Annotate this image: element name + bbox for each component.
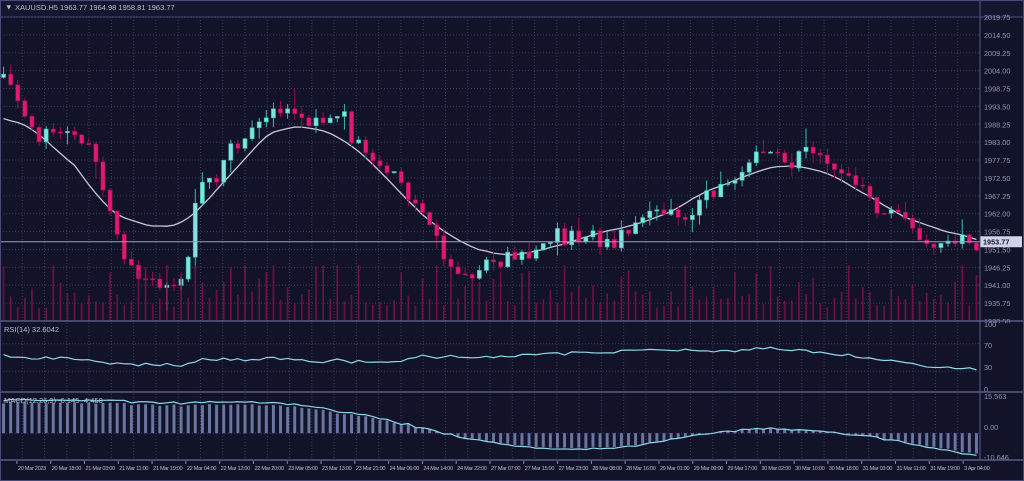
svg-text:1946.25: 1946.25: [984, 263, 1010, 272]
svg-text:31 Mar 11:00: 31 Mar 11:00: [897, 466, 926, 472]
svg-text:29 Mar 01:00: 29 Mar 01:00: [660, 466, 690, 472]
svg-text:22 Mar 20:00: 22 Mar 20:00: [254, 466, 284, 472]
svg-text:1956.75: 1956.75: [984, 228, 1010, 237]
svg-text:1988.25: 1988.25: [984, 120, 1010, 129]
svg-text:27 Mar 15:00: 27 Mar 15:00: [525, 466, 555, 472]
svg-text:1967.25: 1967.25: [984, 192, 1010, 201]
svg-text:2019.75: 2019.75: [984, 13, 1010, 22]
svg-text:1983.00: 1983.00: [984, 138, 1010, 147]
svg-text:100: 100: [984, 320, 996, 329]
svg-text:30: 30: [984, 363, 992, 372]
svg-text:24 Mar 06:00: 24 Mar 06:00: [390, 466, 420, 472]
svg-text:23 Mar 13:00: 23 Mar 13:00: [322, 466, 352, 472]
svg-text:21 Mar 19:00: 21 Mar 19:00: [153, 466, 183, 472]
svg-text:29 Mar 09:00: 29 Mar 09:00: [694, 466, 724, 472]
svg-text:21 Mar 03:00: 21 Mar 03:00: [85, 466, 115, 472]
svg-text:1972.50: 1972.50: [984, 174, 1010, 183]
svg-text:21 Mar 11:00: 21 Mar 11:00: [119, 466, 148, 472]
svg-text:1935.75: 1935.75: [984, 299, 1010, 308]
svg-text:22 Mar 04:00: 22 Mar 04:00: [187, 466, 217, 472]
svg-text:1977.75: 1977.75: [984, 156, 1010, 165]
svg-text:27 Mar 23:00: 27 Mar 23:00: [559, 466, 589, 472]
svg-text:23 Mar 05:00: 23 Mar 05:00: [288, 466, 318, 472]
svg-text:1941.00: 1941.00: [984, 281, 1010, 290]
svg-text:24 Mar 14:00: 24 Mar 14:00: [423, 466, 453, 472]
svg-text:XAUUSD.H5 1963.77 1964.98 19: XAUUSD.H5 1963.77 1964.98 1958.81 1963.7…: [15, 3, 175, 12]
svg-text:70: 70: [984, 341, 992, 350]
svg-text:1993.50: 1993.50: [984, 102, 1010, 111]
svg-text:1962.00: 1962.00: [984, 210, 1010, 219]
svg-text:2009.25: 2009.25: [984, 49, 1010, 58]
svg-text:1998.75: 1998.75: [984, 85, 1010, 94]
svg-text:23 Mar 21:00: 23 Mar 21:00: [356, 466, 386, 472]
svg-text:22 Mar 12:00: 22 Mar 12:00: [221, 466, 251, 472]
svg-text:31 Mar 03:00: 31 Mar 03:00: [863, 466, 893, 472]
svg-text:30 Mar 02:00: 30 Mar 02:00: [761, 466, 791, 472]
svg-text:28 Mar 08:00: 28 Mar 08:00: [592, 466, 622, 472]
svg-text:3 Apr 04:00: 3 Apr 04:00: [964, 466, 990, 472]
svg-text:20 Mar 18:00: 20 Mar 18:00: [52, 466, 82, 472]
svg-text:2004.00: 2004.00: [984, 67, 1010, 76]
svg-text:1951.50: 1951.50: [984, 245, 1010, 254]
svg-text:30 Mar 18:00: 30 Mar 18:00: [829, 466, 859, 472]
svg-text:2014.50: 2014.50: [984, 31, 1010, 40]
svg-text:28 Mar 16:00: 28 Mar 16:00: [626, 466, 656, 472]
svg-text:20 Mar 2023: 20 Mar 2023: [18, 466, 46, 472]
svg-text:▼: ▼: [5, 3, 12, 12]
svg-text:29 Mar 17:00: 29 Mar 17:00: [728, 466, 758, 472]
svg-text:0.00: 0.00: [984, 423, 998, 432]
svg-text:27 Mar 07:00: 27 Mar 07:00: [491, 466, 521, 472]
svg-text:RSI(14) 32.6042: RSI(14) 32.6042: [4, 325, 59, 334]
svg-text:31 Mar 19:00: 31 Mar 19:00: [930, 466, 960, 472]
svg-text:15.563: 15.563: [984, 392, 1006, 401]
svg-text:24 Mar 22:00: 24 Mar 22:00: [457, 466, 487, 472]
svg-text:30 Mar 10:00: 30 Mar 10:00: [795, 466, 825, 472]
